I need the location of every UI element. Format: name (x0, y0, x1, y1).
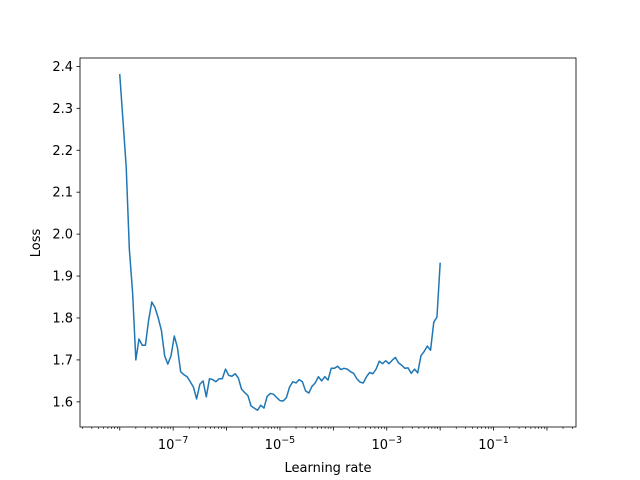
y-axis-label: Loss (29, 229, 44, 258)
y-tick-label: 2.2 (52, 144, 73, 159)
y-tick-label: 2.3 (52, 102, 73, 117)
axis-ticks: 10−7 10−5 10−3 10−1 1.6 1.7 1.8 1.9 2.0 2.1 2.2 2.3… (52, 60, 573, 453)
x-axis-label: Learning rate (285, 461, 372, 476)
plot-frame (79, 57, 577, 428)
y-tick-label: 1.7 (52, 353, 73, 368)
y-tick-label: 2.4 (52, 60, 73, 75)
x-tick-label: 10−5 (265, 435, 296, 453)
y-tick-label: 1.9 (52, 270, 73, 285)
y-tick-label: 2.1 (52, 186, 73, 201)
x-tick-label: 10−3 (371, 435, 402, 453)
y-tick-label: 1.8 (52, 311, 73, 326)
series-line-0 (118, 73, 441, 411)
x-tick-label: 10−1 (478, 435, 509, 453)
y-tick-label: 2.0 (52, 228, 73, 243)
y-tick-label: 1.6 (52, 395, 73, 410)
x-tick-label: 10−7 (158, 435, 189, 453)
series-group (118, 73, 441, 411)
